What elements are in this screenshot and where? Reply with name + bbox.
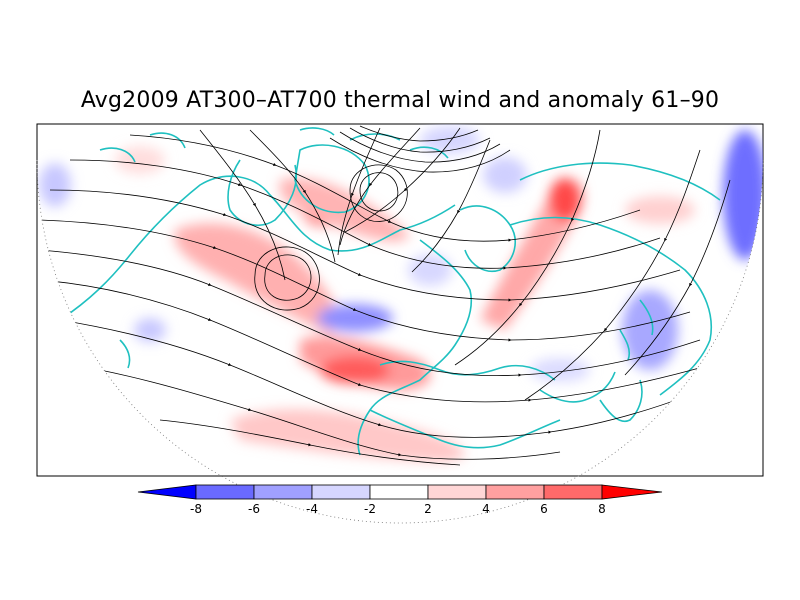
negative-anomaly-west	[134, 318, 166, 342]
colorbar-label: -8	[190, 502, 202, 516]
positive-anomaly-core-east	[549, 178, 581, 222]
streamline	[249, 129, 336, 263]
positive-anomaly-ne	[625, 196, 695, 224]
streamline-polar	[349, 127, 491, 153]
map-title: Avg2009 AT300–AT700 thermal wind and ano…	[80, 88, 720, 113]
streamline-polar	[339, 131, 501, 163]
colorbar-bin	[253, 484, 313, 500]
streamline-vortex	[264, 254, 312, 301]
streamline	[454, 129, 601, 366]
colorbar-bin	[427, 484, 487, 500]
colorbar-bin	[543, 484, 603, 500]
colorbar-label: 6	[540, 502, 548, 516]
negative-anomaly-ne-edge	[723, 130, 763, 260]
map-area	[39, 125, 763, 466]
streamline	[199, 129, 286, 281]
streamline	[344, 127, 461, 233]
streamline	[99, 369, 561, 460]
streamline-polar	[329, 137, 511, 173]
colorbar-label: -2	[364, 502, 376, 516]
negative-anomaly-north-central	[483, 157, 527, 193]
colorbar-label: -6	[248, 502, 260, 516]
colorbar-right-arrow	[601, 484, 663, 500]
negative-anomaly-core-central	[317, 304, 393, 332]
streamline-vortex	[349, 164, 408, 222]
streamline-polar	[359, 125, 479, 142]
coastline-india	[599, 379, 643, 422]
streamline	[411, 139, 491, 273]
streamline	[339, 127, 421, 246]
colorbar-bin	[311, 484, 371, 500]
colorbar-bin	[485, 484, 545, 500]
streamline-vortex	[359, 172, 399, 212]
negative-anomaly-east	[622, 290, 678, 370]
colorbar	[137, 484, 663, 500]
streamline	[337, 127, 381, 256]
colorbar-label: -4	[306, 502, 318, 516]
negative-anomaly-nw	[39, 163, 71, 207]
colorbar-left-arrow	[137, 484, 197, 500]
positive-anomaly-core-central	[320, 356, 390, 384]
coastline-western-fragments	[99, 132, 186, 369]
streamline	[624, 179, 731, 376]
colorbar-bin	[195, 484, 255, 500]
streamline	[524, 149, 701, 401]
negative-anomaly-pole	[420, 126, 480, 154]
colorbar-label: 4	[482, 502, 490, 516]
streamline	[159, 419, 461, 466]
colorbar-label: 8	[598, 502, 606, 516]
colorbar-bin	[369, 484, 429, 500]
streamline	[39, 219, 691, 342]
streamlines	[39, 125, 731, 466]
colorbar-label: 2	[424, 502, 432, 516]
coastline-asia-north	[519, 162, 721, 201]
hemisphere-boundary	[36, 159, 764, 524]
streamline-vortex	[254, 246, 320, 311]
